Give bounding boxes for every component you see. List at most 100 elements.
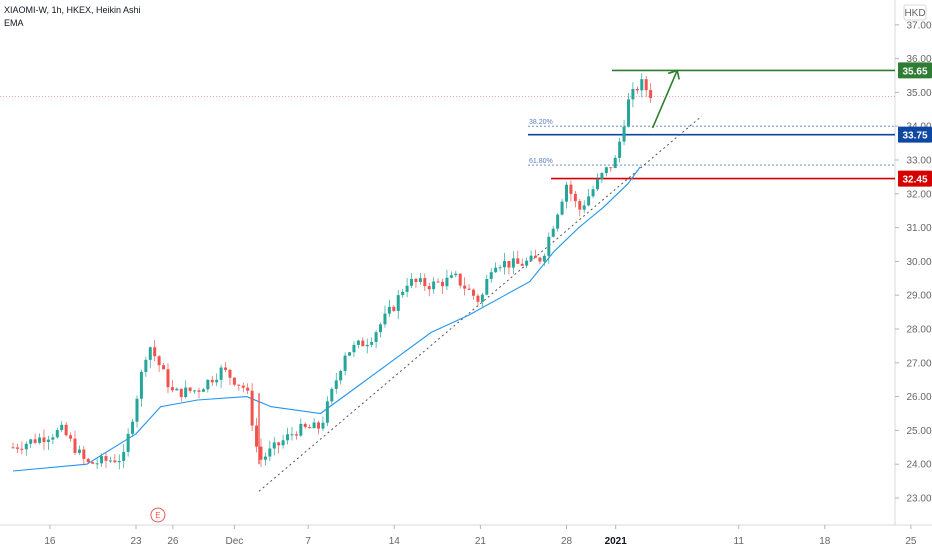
- candles-layer: [11, 73, 653, 470]
- candle-down: [250, 390, 254, 426]
- candle-up: [281, 440, 285, 446]
- candle-down: [255, 425, 259, 447]
- candle-up: [387, 306, 391, 314]
- time-tick-label: 2021: [605, 536, 628, 547]
- candle-down: [467, 288, 471, 290]
- candle-down: [86, 458, 90, 463]
- chart-header: XIAOMI-W, 1h, HKEX, Heikin Ashi EMA: [4, 4, 141, 30]
- price-level-badge: [898, 126, 932, 143]
- candle-down: [246, 387, 250, 391]
- earnings-marker: [150, 507, 166, 523]
- time-tick-label: 21: [475, 536, 487, 547]
- arrow-head: [667, 69, 680, 80]
- candle-up: [268, 448, 272, 457]
- price-level-badge: [898, 170, 932, 187]
- candle-down: [303, 423, 307, 428]
- candle-up: [29, 439, 33, 444]
- candle-up: [139, 371, 143, 399]
- time-tick-label: 18: [819, 536, 831, 547]
- candle-up: [299, 423, 303, 436]
- currency-box: [903, 4, 927, 21]
- candle-up: [595, 179, 599, 190]
- candle-up: [503, 261, 507, 268]
- candle-down: [392, 306, 396, 311]
- candle-up: [77, 449, 81, 453]
- candle-down: [157, 356, 161, 366]
- candle-up: [618, 141, 622, 158]
- candle-up: [51, 437, 55, 440]
- candle-up: [117, 460, 121, 463]
- candle-up: [334, 380, 338, 389]
- candle-down: [308, 427, 312, 429]
- candle-down: [188, 387, 192, 391]
- price-level-value: 35.65: [902, 66, 927, 77]
- candle-down: [294, 434, 298, 436]
- candle-up: [175, 388, 179, 391]
- candle-up: [445, 277, 449, 287]
- candle-up: [201, 389, 205, 392]
- candle-down: [91, 462, 95, 464]
- candle-down: [463, 285, 467, 289]
- candle-up: [379, 324, 383, 333]
- candle-down: [538, 257, 542, 262]
- candle-down: [20, 448, 24, 450]
- candle-down: [578, 201, 582, 210]
- candle-up: [330, 388, 334, 402]
- time-tick-label: 14: [389, 536, 401, 547]
- price-tick-label: 35.00: [906, 88, 931, 99]
- candle-up: [529, 255, 533, 261]
- candle-up: [587, 196, 591, 206]
- candle-up: [542, 255, 546, 262]
- time-tick-label: 7: [305, 536, 311, 547]
- candle-down: [520, 263, 524, 266]
- candle-down: [237, 384, 241, 386]
- candle-up: [582, 205, 586, 210]
- candle-up: [321, 422, 325, 429]
- candle-up: [135, 398, 139, 422]
- candle-down: [534, 255, 538, 258]
- candle-down: [69, 435, 73, 439]
- trendline-layer: [258, 115, 703, 492]
- fib-level-label: 61.80%: [529, 158, 553, 165]
- candle-up: [193, 390, 197, 392]
- candle-down: [241, 385, 245, 388]
- candle-down: [197, 390, 201, 392]
- candle-up: [286, 434, 290, 441]
- candle-down: [228, 369, 232, 378]
- candle-down: [210, 379, 214, 383]
- candle-up: [498, 267, 502, 269]
- candle-down: [609, 167, 613, 169]
- candle-down: [104, 456, 108, 461]
- candle-up: [312, 422, 316, 429]
- candle-up: [551, 228, 555, 237]
- horizontal-levels: 38.20% 61.80%: [0, 69, 895, 180]
- candle-up: [339, 370, 343, 381]
- candle-down: [476, 295, 480, 302]
- symbol-title: XIAOMI-W, 1h, HKEX, Heikin Ashi: [4, 5, 141, 15]
- candle-up: [525, 260, 529, 266]
- candle-up: [290, 434, 294, 436]
- price-level-badge: [898, 62, 932, 79]
- price-tick-label: 29.00: [906, 291, 931, 302]
- candle-up: [126, 433, 130, 452]
- price-level-value: 32.45: [902, 175, 927, 186]
- candle-up: [38, 437, 42, 443]
- candle-down: [277, 442, 281, 446]
- candle-down: [458, 273, 462, 286]
- candle-up: [489, 272, 493, 279]
- candle-up: [148, 347, 152, 360]
- candle-down: [33, 439, 37, 443]
- price-tick-label: 27.00: [906, 358, 931, 369]
- candle-down: [179, 388, 183, 398]
- indicator-label: EMA: [4, 18, 24, 28]
- candle-down: [516, 258, 520, 264]
- candle-down: [162, 365, 166, 370]
- candle-up: [370, 342, 374, 345]
- candle-down: [361, 340, 365, 347]
- candle-up: [365, 344, 369, 347]
- candle-up: [613, 157, 617, 168]
- price-tick-label: 32.00: [906, 189, 931, 200]
- price-tick-label: 26.00: [906, 392, 931, 403]
- candle-up: [46, 439, 50, 442]
